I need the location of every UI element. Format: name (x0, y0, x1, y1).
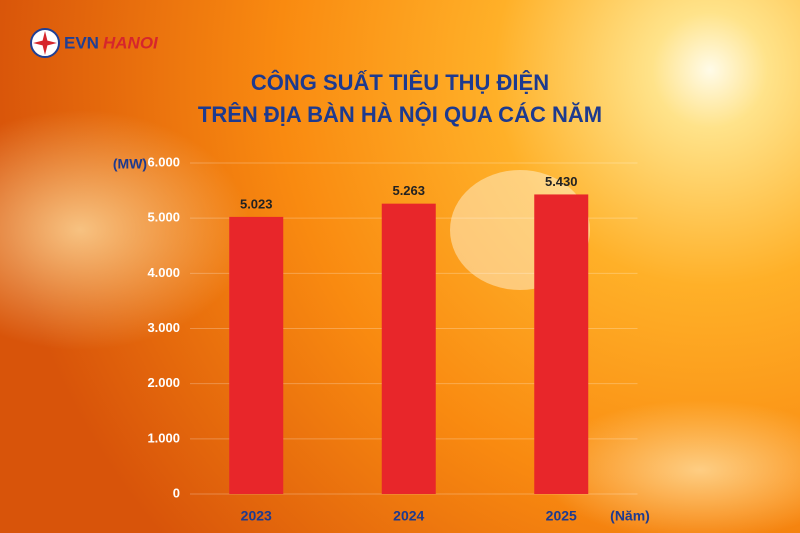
x-tick-label: 2023 (241, 508, 272, 524)
cloud (540, 400, 800, 533)
value-label: 5.430 (545, 174, 578, 189)
y-tick-label: 0 (173, 485, 180, 500)
bar (381, 203, 436, 494)
y-tick-label: 2.000 (147, 375, 180, 390)
y-tick-label: 4.000 (147, 265, 180, 280)
cloud (0, 110, 250, 350)
x-axis-label: (Năm) (610, 508, 650, 524)
value-label: 5.263 (392, 183, 425, 198)
value-label: 5.023 (240, 196, 273, 211)
bar (229, 216, 284, 494)
logo-left: EVN (64, 33, 99, 52)
logo: EVN HANOI (30, 28, 159, 58)
chart-title: CÔNG SUẤT TIÊU THỤ ĐIỆN (251, 70, 549, 95)
bar (534, 194, 589, 494)
y-tick-label: 6.000 (147, 154, 180, 169)
y-tick-label: 5.000 (147, 210, 180, 225)
logo-right: HANOI (103, 33, 159, 52)
y-tick-label: 1.000 (147, 430, 180, 445)
logo-star (33, 31, 57, 55)
chart-subtitle: TRÊN ĐỊA BÀN HÀ NỘI QUA CÁC NĂM (198, 102, 602, 127)
y-tick-label: 3.000 (147, 320, 180, 335)
y-axis-label: (MW) (113, 156, 147, 172)
x-tick-label: 2024 (393, 508, 424, 524)
x-tick-label: 2025 (546, 508, 577, 524)
